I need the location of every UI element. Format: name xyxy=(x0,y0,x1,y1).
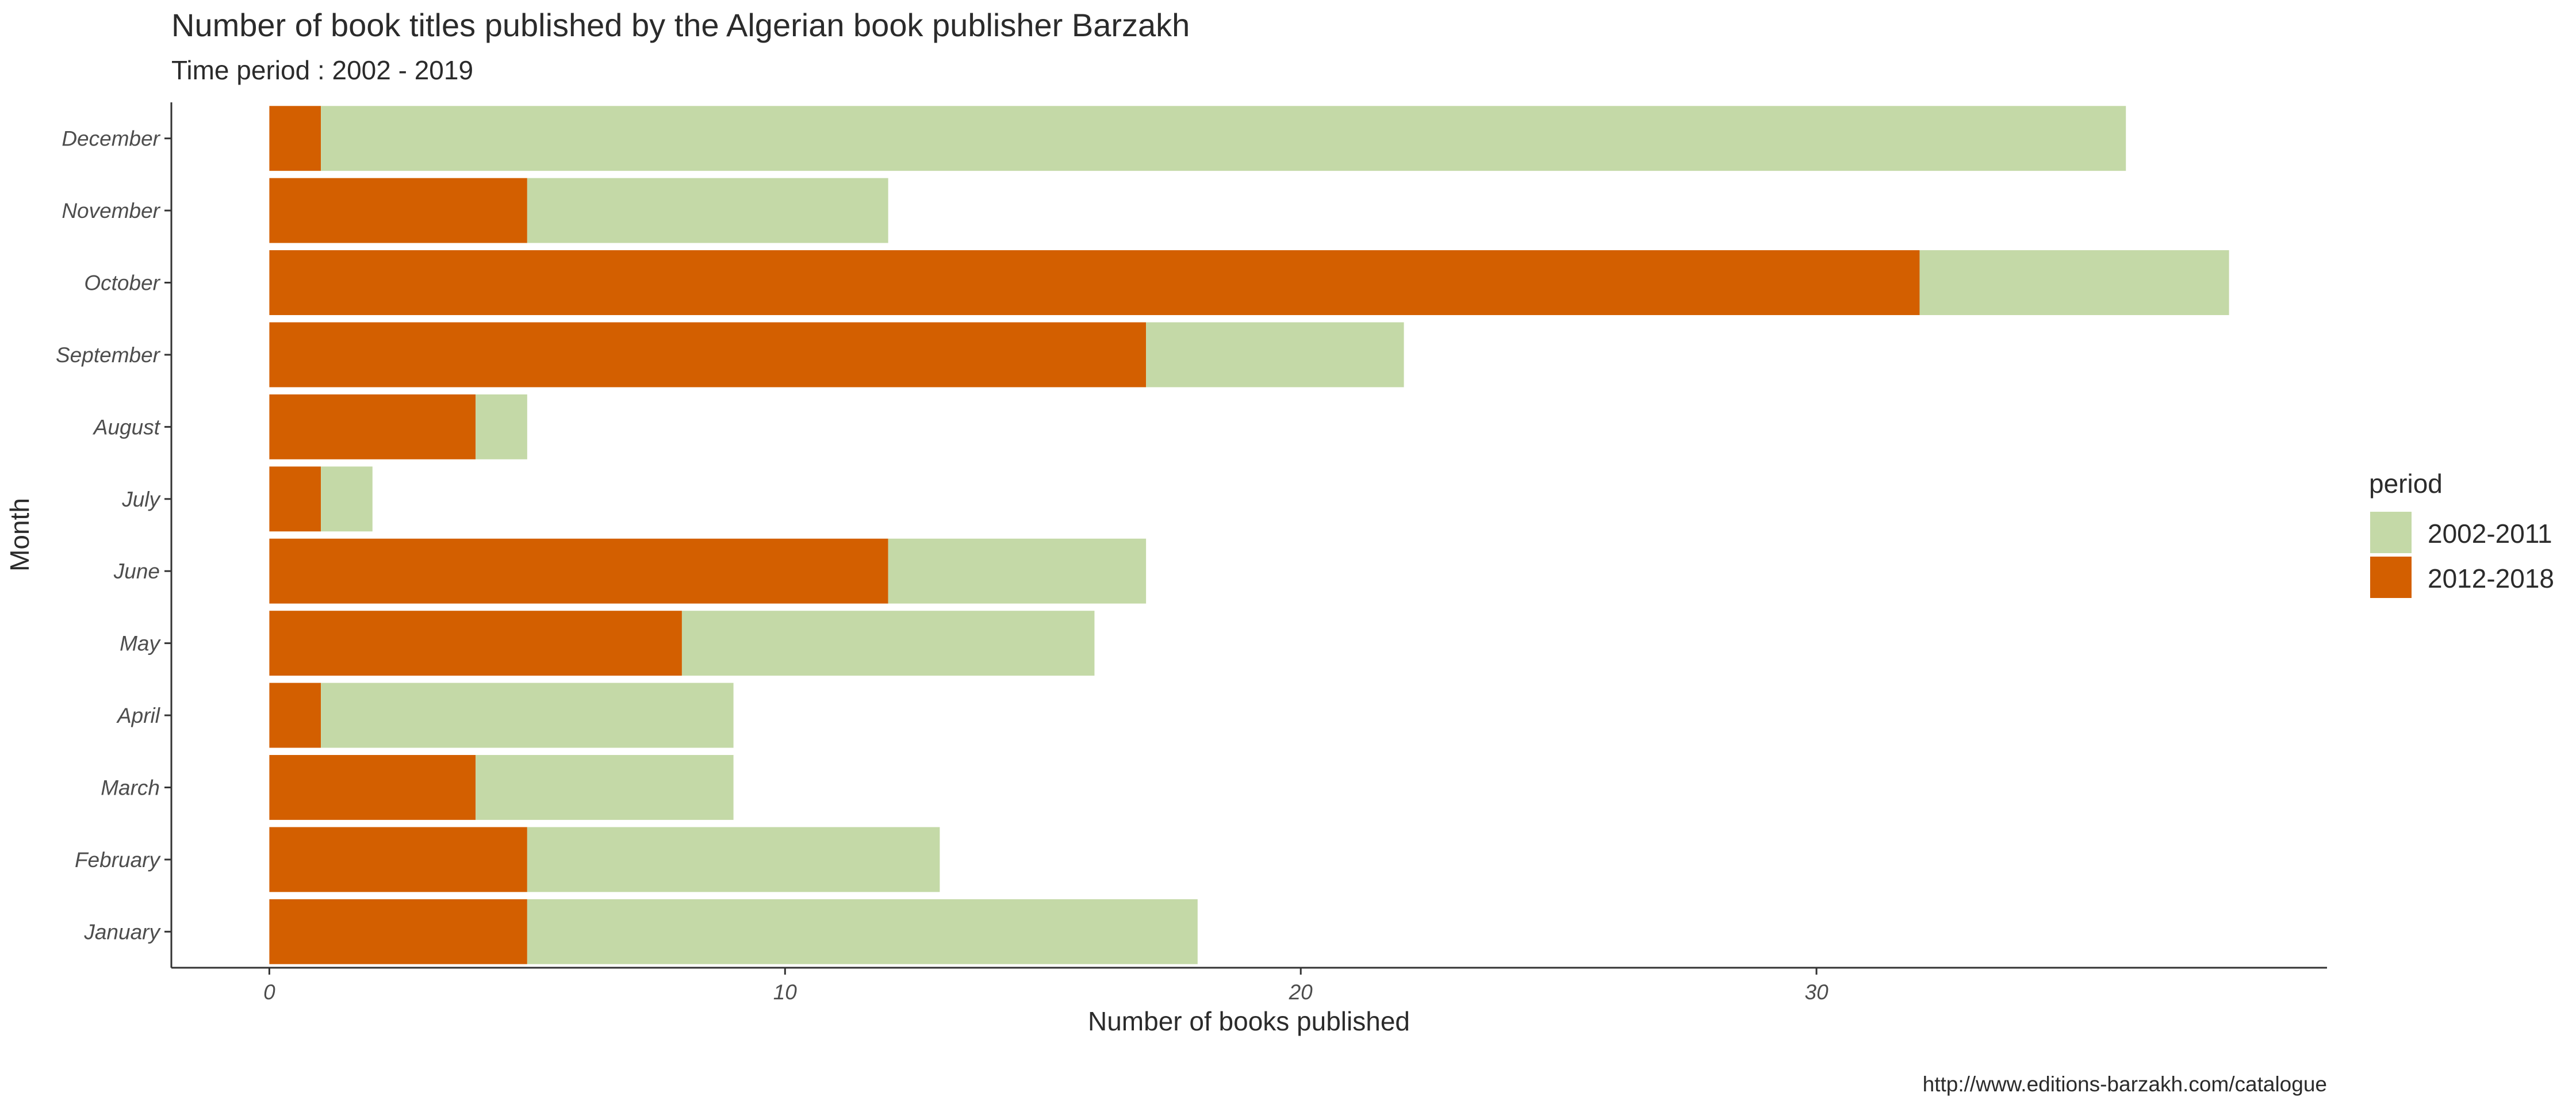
bar-june-2002-2011 xyxy=(888,538,1147,604)
bars-group xyxy=(269,106,2229,964)
bar-january-2002-2011 xyxy=(527,899,1198,964)
y-tick-label: February xyxy=(75,848,162,872)
bar-december-2002-2011 xyxy=(321,106,2126,171)
legend-swatch-2002-2011 xyxy=(2370,512,2412,553)
bar-february-2002-2011 xyxy=(527,827,940,892)
legend-title: period xyxy=(2369,469,2443,499)
bar-january-2012-2018 xyxy=(269,899,527,964)
y-tick-label: May xyxy=(120,632,161,656)
bar-may-2012-2018 xyxy=(269,611,682,676)
bar-july-2002-2011 xyxy=(321,466,373,532)
y-tick-label: March xyxy=(101,776,160,799)
bar-september-2012-2018 xyxy=(269,322,1147,388)
y-tick-label: October xyxy=(84,271,160,295)
legend: period 2002-2011 2012-2018 xyxy=(2369,469,2554,598)
y-tick-label: July xyxy=(121,488,161,511)
y-tick-label: January xyxy=(83,920,161,944)
bar-august-2012-2018 xyxy=(269,394,476,459)
bar-august-2002-2011 xyxy=(476,394,527,459)
chart-caption: http://www.editions-barzakh.com/catalogu… xyxy=(1923,1072,2327,1096)
bar-april-2012-2018 xyxy=(269,683,321,748)
y-tick-label: June xyxy=(113,559,160,583)
bar-june-2012-2018 xyxy=(269,538,888,604)
bar-april-2002-2011 xyxy=(321,683,734,748)
bar-december-2012-2018 xyxy=(269,106,321,171)
x-axis-title: Number of books published xyxy=(1088,1006,1410,1036)
bar-september-2002-2011 xyxy=(1146,322,1404,388)
y-tick-label: December xyxy=(62,127,160,151)
x-tick-label: 30 xyxy=(1805,980,1829,1004)
bar-february-2012-2018 xyxy=(269,827,527,892)
bar-march-2012-2018 xyxy=(269,755,476,820)
bar-october-2002-2011 xyxy=(1919,250,2229,315)
x-tick-label: 20 xyxy=(1289,980,1313,1004)
bar-november-2012-2018 xyxy=(269,178,527,243)
y-tick-label: September xyxy=(56,343,161,367)
chart-subtitle: Time period : 2002 - 2019 xyxy=(171,55,473,85)
bar-october-2012-2018 xyxy=(269,250,1920,315)
y-axis-title: Month xyxy=(5,498,34,572)
chart-title: Number of book titles published by the A… xyxy=(171,7,1190,43)
bar-may-2002-2011 xyxy=(681,611,1095,676)
legend-swatch-2012-2018 xyxy=(2370,557,2412,598)
x-axis-ticks: 0 10 20 30 xyxy=(263,968,1828,1004)
bar-july-2012-2018 xyxy=(269,466,321,532)
legend-label-2002-2011: 2002-2011 xyxy=(2428,519,2552,549)
x-tick-label: 0 xyxy=(263,980,275,1004)
y-tick-label: August xyxy=(93,415,161,439)
y-tick-label: April xyxy=(116,704,161,727)
legend-label-2012-2018: 2012-2018 xyxy=(2428,564,2554,593)
bar-november-2002-2011 xyxy=(527,178,888,243)
x-tick-label: 10 xyxy=(773,980,798,1004)
bar-march-2002-2011 xyxy=(476,755,734,820)
y-tick-label: November xyxy=(62,199,160,223)
y-axis-ticks: January February March April May June July Augu… xyxy=(56,127,171,944)
